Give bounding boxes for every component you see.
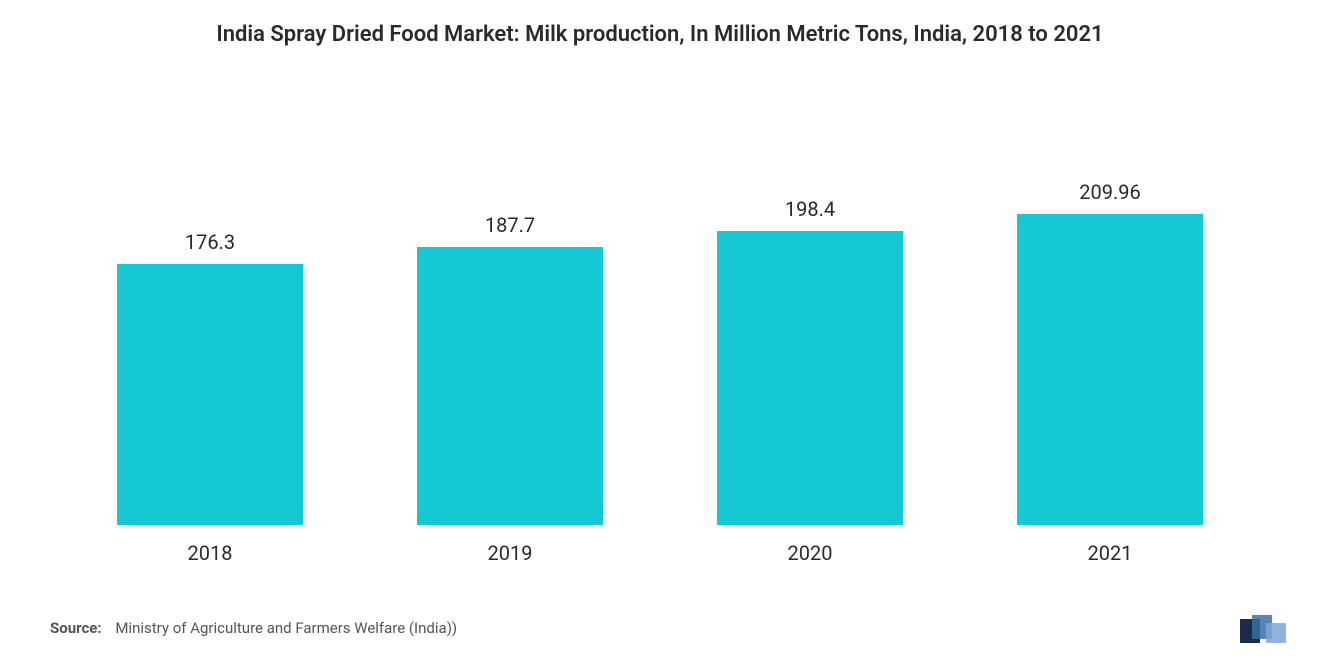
bar-value-label: 187.7 [485,213,535,237]
category-label: 2021 [960,541,1260,565]
category-label: 2020 [660,541,960,565]
bar-value-label: 176.3 [185,230,235,254]
source-citation: Source: Ministry of Agriculture and Farm… [50,619,457,637]
bar [717,231,903,525]
bar-slot: 176.3 [60,110,360,525]
bar-value-label: 209.96 [1079,180,1140,204]
source-text: Ministry of Agriculture and Farmers Welf… [115,619,457,637]
source-label: Source: [50,619,102,637]
bar [417,247,603,525]
category-label: 2018 [60,541,360,565]
bars-row: 176.3 187.7 198.4 209.96 [60,110,1260,525]
bar-slot: 209.96 [960,110,1260,525]
category-labels-row: 2018201920202021 [60,541,1260,565]
bar [117,264,303,525]
logo-shape-3 [1266,623,1286,643]
category-label: 2019 [360,541,660,565]
bar [1017,214,1203,525]
chart-title: India Spray Dried Food Market: Milk prod… [50,22,1270,47]
bar-value-label: 198.4 [785,197,835,221]
chart-plot-area: 176.3 187.7 198.4 209.96 [60,110,1260,525]
bar-slot: 187.7 [360,110,660,525]
bar-slot: 198.4 [660,110,960,525]
brand-logo [1240,615,1292,647]
